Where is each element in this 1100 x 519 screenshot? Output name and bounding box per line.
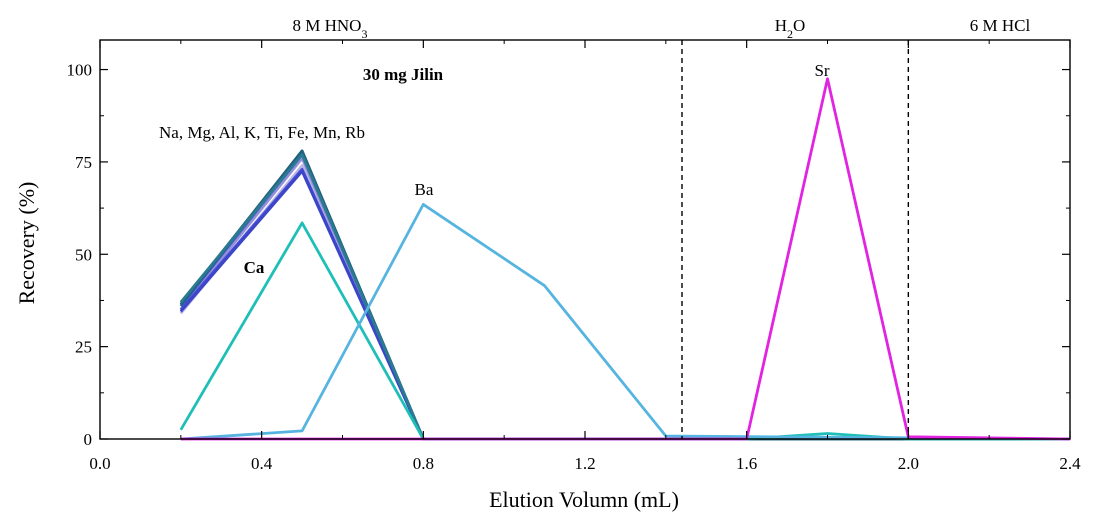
matrix-group-label: Na, Mg, Al, K, Ti, Fe, Mn, Rb: [159, 123, 365, 142]
y-tick-label: 100: [67, 61, 93, 80]
x-tick-label: 0.4: [251, 454, 273, 473]
y-tick-label: 50: [75, 245, 92, 264]
series-line-1: [179, 164, 1070, 441]
y-tick-label: 75: [75, 153, 92, 172]
y-tick-label: 25: [75, 338, 92, 357]
x-axis-title: Elution Volumn (mL): [489, 487, 679, 512]
x-tick-label: 2.4: [1059, 454, 1081, 473]
sr-label: Sr: [814, 61, 829, 80]
ca-label: Ca: [244, 258, 265, 277]
y-tick-label: 0: [84, 430, 93, 449]
x-tick-label: 1.6: [736, 454, 757, 473]
x-tick-label: 0.8: [413, 454, 434, 473]
axes: 0.0 0.4 0.8 1.2 1.6 2.0 2.4 0 25 50 75 100: [67, 39, 1081, 473]
ba-label: Ba: [415, 180, 434, 199]
x-tick-label: 0.0: [89, 454, 110, 473]
series-line-5: [179, 169, 1070, 441]
sample-label: 30 mg Jilin: [363, 65, 444, 84]
region-label: H2O: [775, 16, 806, 41]
x-tick-label: 1.2: [574, 454, 595, 473]
series-line-4: [179, 167, 1070, 441]
region-label: 8 M HNO3: [293, 16, 368, 41]
x-tick-label: 2.0: [898, 454, 919, 473]
region-labels: 8 M HNO3 H2O 6 M HCl: [293, 16, 1031, 41]
series-line-ba: [180, 202, 1071, 441]
region-label: 6 M HCl: [970, 16, 1031, 35]
annotations: 30 mg Jilin Na, Mg, Al, K, Ti, Fe, Mn, R…: [159, 61, 830, 277]
region-dividers: [681, 40, 910, 439]
plot-frame: [99, 39, 1071, 440]
y-axis-title: Recovery (%): [14, 182, 39, 305]
